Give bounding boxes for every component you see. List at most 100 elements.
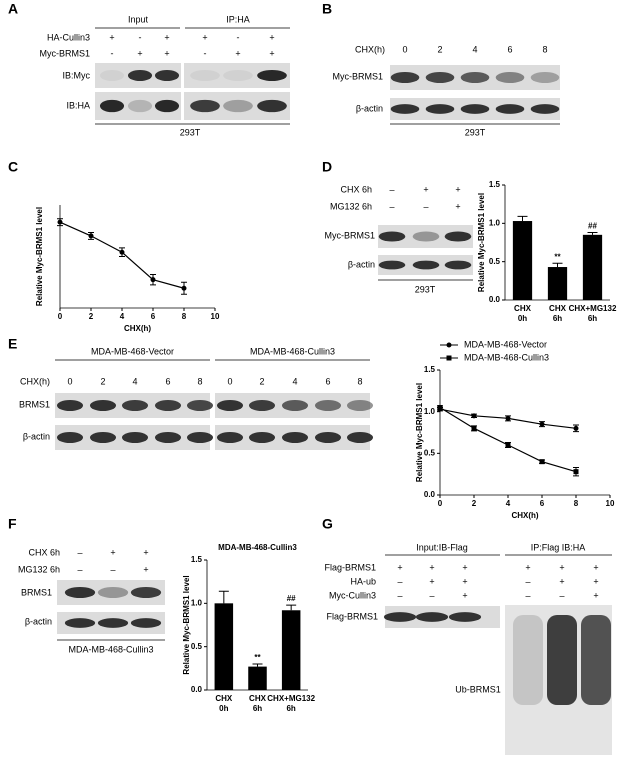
condition-sign: + [269,32,274,42]
x-tick-label: CHX 0h [514,304,532,323]
condition-sign: + [525,562,530,572]
blot-band [314,432,342,443]
significance: ## [287,594,296,603]
blot-band [223,99,253,113]
marker [181,285,187,291]
panel-label: F [8,516,17,532]
blot-label: IB:HA [66,100,90,110]
time: 0 [67,376,72,386]
condition-sign: – [397,590,402,600]
condition-name: HA-Cullin3 [47,32,90,42]
time-label: CHX(h) [355,44,385,54]
condition-sign: + [593,562,598,572]
condition-sign: + [593,590,598,600]
blot-band [530,104,560,114]
marker [505,442,511,448]
y-tick-label: 0.5 [191,642,203,651]
blot-band [257,70,287,81]
blot-label: Myc-BRMS1 [324,230,375,240]
time: 6 [507,44,512,54]
legend-marker [446,355,452,361]
x-tick-label: 10 [606,499,615,508]
blot-band [223,70,253,81]
blot-band [412,260,440,270]
blot-band [154,400,182,411]
time-label: CHX(h) [20,376,50,386]
marker [119,249,125,255]
cell-line: MDA-MB-468-Cullin3 [68,644,153,654]
condition-name: Flag-BRMS1 [324,562,376,572]
time: 6 [325,376,330,386]
y-tick-label: 0.0 [489,295,501,304]
blot-band [186,400,214,411]
y-tick-label: 0.5 [489,257,501,266]
condition-sign: + [593,576,598,586]
blot-band [412,231,440,242]
blot-band [130,618,162,628]
marker [573,425,579,431]
y-tick-label: 1.0 [489,218,501,227]
cell-line: 293T [415,284,436,294]
blot-band [89,400,117,411]
condition-sign: – [429,590,434,600]
blot-label: Flag-BRMS1 [326,611,378,621]
blot-band [425,72,455,83]
blot-smear [547,615,577,705]
bar [547,267,568,300]
blot-band [130,587,162,598]
y-tick-label: 1.5 [489,180,501,189]
condition-name: MG132 6h [18,564,60,574]
marker [88,233,94,239]
y-tick-label: 1.0 [191,598,203,607]
chart-title: MDA-MB-468-Cullin3 [218,543,297,552]
condition-sign: - [111,48,114,58]
condition-sign: + [143,564,148,574]
blot-band [154,70,180,81]
condition-sign: – [77,564,82,574]
blot-smear [581,615,611,705]
marker [539,421,545,427]
marker [150,277,156,283]
blot-band [346,432,374,443]
condition-sign: + [269,48,274,58]
significance: ** [554,252,561,261]
condition-name: HA-ub [350,576,376,586]
y-tick-label: 0.5 [424,448,436,457]
condition-sign: + [235,48,240,58]
bar [582,234,603,300]
condition-sign: – [389,201,394,211]
x-axis-label: CHX(h) [511,511,538,520]
condition-sign: – [397,576,402,586]
blot-band [314,400,342,411]
legend-marker [446,342,452,348]
x-tick-label: 2 [472,499,477,508]
marker [57,219,63,225]
condition-name: MG132 6h [330,201,372,211]
blot-label: Myc-BRMS1 [332,71,383,81]
blot-smear [513,615,543,705]
time: 8 [357,376,362,386]
bar [512,221,533,300]
blot-band [99,70,125,81]
x-tick-label: 6 [540,499,545,508]
blot-band [346,400,374,411]
x-tick-label: CHX+MG132 6h [267,694,315,713]
condition-sign: + [462,576,467,586]
condition-sign: + [137,48,142,58]
blot-band [378,231,406,242]
blot-label: BRMS1 [21,587,52,597]
condition-sign: - [237,32,240,42]
blot-band [390,104,420,114]
blot-band [257,99,287,113]
error-bar [286,604,297,611]
blot-band [127,99,153,113]
blot-band [216,432,244,443]
blot-band [56,432,84,443]
x-tick-label: CHX+MG132 6h [569,304,617,323]
x-tick-label: 2 [89,312,94,321]
group-title: Input:IB-Flag [416,542,468,552]
condition-sign: + [559,576,564,586]
blot-band [281,432,309,443]
condition-sign: + [429,576,434,586]
